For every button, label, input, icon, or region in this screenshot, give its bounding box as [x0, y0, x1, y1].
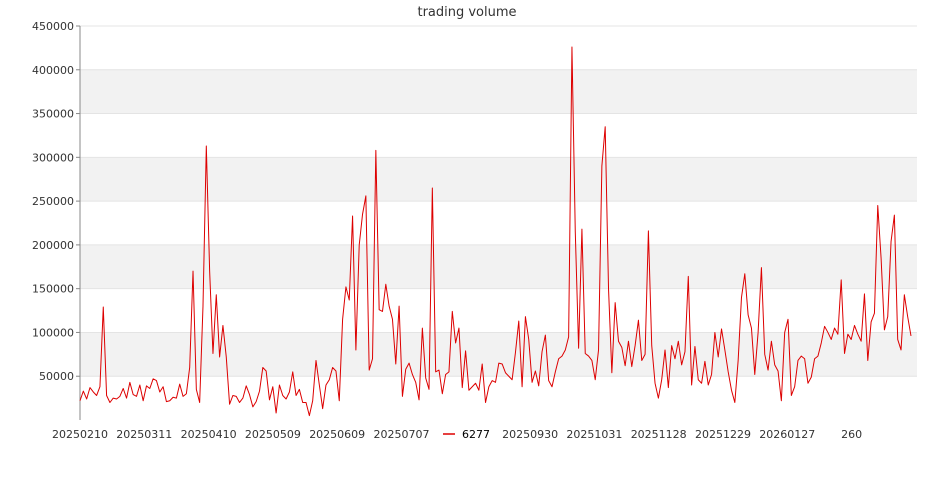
- x-tick-label: 20250509: [245, 428, 301, 441]
- y-tick-label: 50000: [39, 370, 74, 383]
- x-tick-label: 20250930: [502, 428, 558, 441]
- grid-band: [80, 69, 917, 114]
- x-tick-label: 20251031: [566, 428, 622, 441]
- x-tick-label: 20260127: [759, 428, 815, 441]
- x-tick-label: 20250707: [374, 428, 430, 441]
- legend-label: 6277: [462, 428, 490, 441]
- grid-band: [80, 157, 917, 202]
- y-tick-label: 150000: [32, 283, 74, 296]
- x-tick-label: 20250410: [181, 428, 237, 441]
- x-tick-label: 20250609: [309, 428, 365, 441]
- series-layer: [79, 46, 912, 417]
- y-tick-label: 400000: [32, 64, 74, 77]
- y-tick-label: 300000: [32, 151, 74, 164]
- y-tick-label: 250000: [32, 195, 74, 208]
- y-tick-label: 100000: [32, 326, 74, 339]
- grid-band: [80, 332, 917, 377]
- x-tick-label: 20250311: [116, 428, 172, 441]
- y-tick-label: 350000: [32, 108, 74, 121]
- grid-band: [80, 244, 917, 289]
- x-tick-label: 20251229: [695, 428, 751, 441]
- y-tick-label: 450000: [32, 20, 74, 33]
- grid-bands: [80, 69, 917, 377]
- legend: 6277: [436, 427, 500, 443]
- grid-lines: [80, 25, 917, 377]
- legend-background: [436, 427, 500, 443]
- x-tick-label: 20250210: [52, 428, 108, 441]
- y-tick-label: 200000: [32, 239, 74, 252]
- x-tick-label: 20251128: [631, 428, 687, 441]
- y-axis-ticks: 50000 100000 150000 200000 250000 300000 35000…: [32, 20, 80, 383]
- chart-title: trading volume: [417, 5, 516, 20]
- x-tick-label: 260: [841, 428, 862, 441]
- x-axis-ticks: 20250210 20250311 20250410 20250509 20250609…: [52, 428, 862, 441]
- series-line-6277: [79, 46, 912, 417]
